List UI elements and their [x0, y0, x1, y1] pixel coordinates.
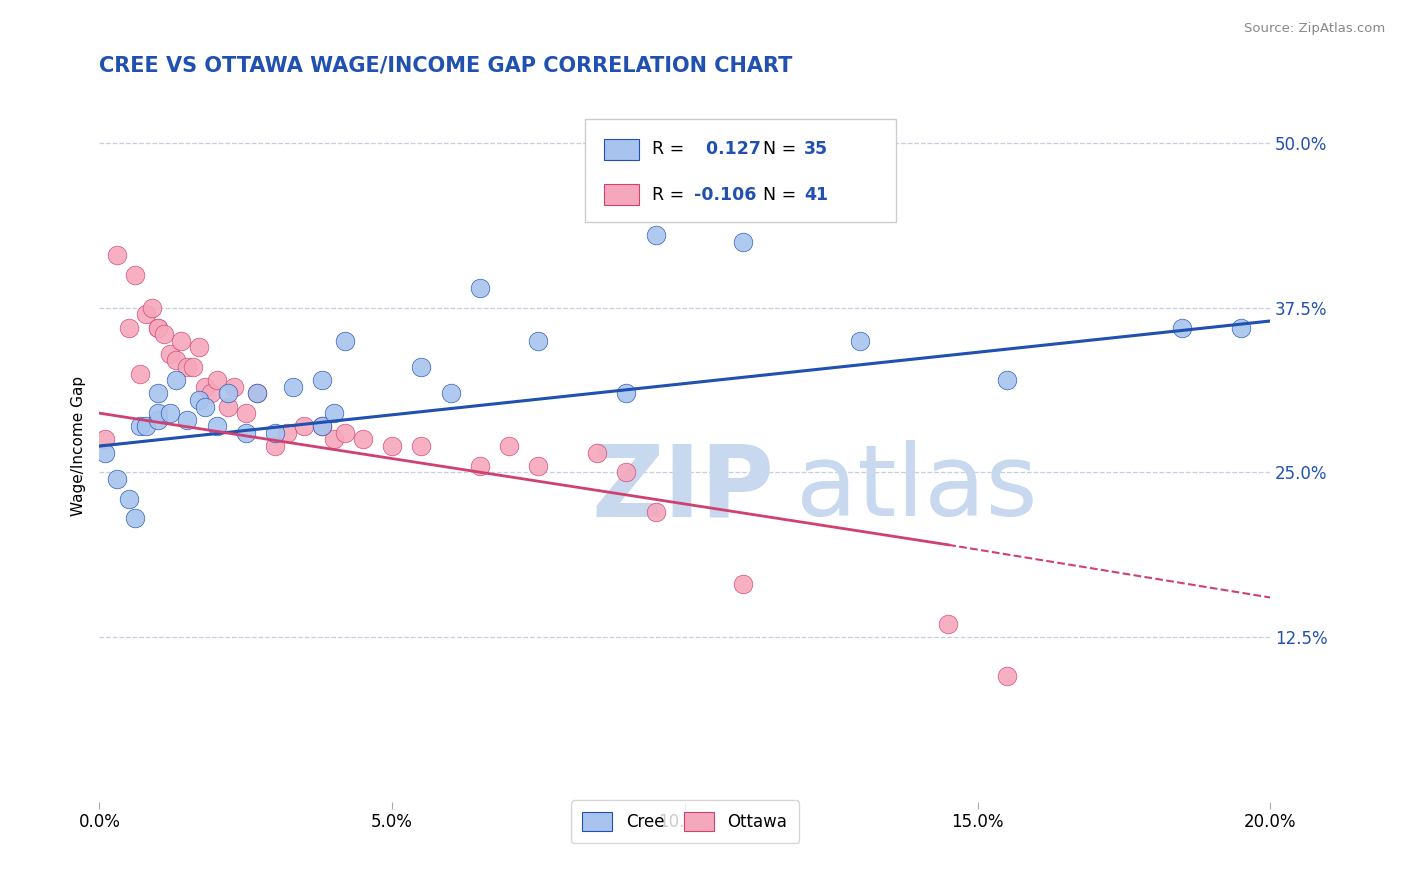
Point: [440, 386, 463, 401]
Text: 41: 41: [804, 186, 828, 203]
FancyBboxPatch shape: [585, 119, 896, 222]
Point: [165, 353, 187, 368]
Text: N =: N =: [763, 140, 801, 159]
Point: [118, 320, 141, 334]
Point: [222, 380, 245, 394]
Point: [194, 380, 217, 394]
Point: [146, 320, 169, 334]
Point: [381, 439, 404, 453]
Text: R =: R =: [652, 186, 690, 203]
Point: [181, 360, 204, 375]
Point: [146, 320, 169, 334]
Point: [264, 439, 287, 453]
Point: [176, 413, 198, 427]
Point: [335, 425, 357, 440]
Point: [586, 445, 609, 459]
Point: [135, 419, 157, 434]
Point: [614, 466, 637, 480]
Point: [644, 228, 666, 243]
Point: [311, 419, 333, 434]
Point: [1171, 320, 1194, 334]
Point: [105, 472, 128, 486]
Point: [322, 433, 344, 447]
Point: [498, 439, 520, 453]
Point: [205, 373, 228, 387]
Point: [124, 511, 146, 525]
Point: [235, 406, 257, 420]
Point: [311, 419, 333, 434]
FancyBboxPatch shape: [605, 139, 640, 161]
Point: [411, 360, 433, 375]
Text: 35: 35: [804, 140, 828, 159]
Point: [105, 248, 128, 262]
Point: [188, 340, 211, 354]
Point: [146, 413, 169, 427]
Point: [153, 327, 176, 342]
Point: [352, 433, 374, 447]
Point: [733, 235, 755, 249]
Point: [322, 406, 344, 420]
Point: [468, 281, 491, 295]
Text: CREE VS OTTAWA WAGE/INCOME GAP CORRELATION CHART: CREE VS OTTAWA WAGE/INCOME GAP CORRELATI…: [100, 55, 793, 75]
Point: [644, 505, 666, 519]
Point: [246, 386, 269, 401]
Point: [118, 491, 141, 506]
Point: [264, 425, 287, 440]
Point: [527, 458, 550, 473]
Point: [94, 433, 117, 447]
Point: [146, 406, 169, 420]
Point: [527, 334, 550, 348]
Point: [188, 392, 211, 407]
Point: [146, 386, 169, 401]
Point: [124, 268, 146, 282]
Point: [936, 616, 959, 631]
Point: [411, 439, 433, 453]
Point: [94, 445, 117, 459]
Point: [176, 360, 198, 375]
Point: [614, 386, 637, 401]
Point: [276, 425, 298, 440]
Point: [335, 334, 357, 348]
Point: [733, 577, 755, 591]
Point: [159, 406, 181, 420]
Point: [141, 301, 163, 315]
Point: [292, 419, 315, 434]
Point: [468, 458, 491, 473]
Point: [205, 419, 228, 434]
Point: [217, 400, 239, 414]
FancyBboxPatch shape: [605, 184, 640, 205]
Legend: Cree, Ottawa: Cree, Ottawa: [571, 800, 799, 843]
Point: [200, 386, 222, 401]
Point: [246, 386, 269, 401]
Text: ZIP: ZIP: [591, 441, 775, 537]
Text: N =: N =: [763, 186, 801, 203]
Point: [1230, 320, 1253, 334]
Point: [235, 425, 257, 440]
Point: [170, 334, 193, 348]
Point: [129, 419, 152, 434]
Text: 0.127: 0.127: [695, 140, 761, 159]
Point: [995, 669, 1018, 683]
Text: Source: ZipAtlas.com: Source: ZipAtlas.com: [1244, 22, 1385, 36]
Point: [194, 400, 217, 414]
Point: [281, 380, 304, 394]
Point: [995, 373, 1018, 387]
Text: R =: R =: [652, 140, 690, 159]
Point: [135, 307, 157, 321]
Text: -0.106: -0.106: [695, 186, 756, 203]
Text: atlas: atlas: [796, 441, 1038, 537]
Point: [129, 367, 152, 381]
Point: [217, 386, 239, 401]
Point: [165, 373, 187, 387]
Point: [849, 334, 872, 348]
Point: [159, 347, 181, 361]
Y-axis label: Wage/Income Gap: Wage/Income Gap: [72, 376, 86, 516]
Point: [311, 373, 333, 387]
